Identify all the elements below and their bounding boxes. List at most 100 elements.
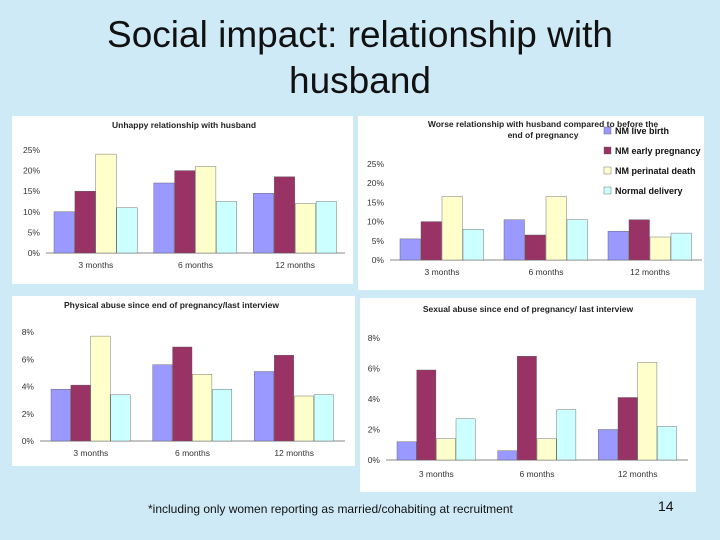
bar-nm-live-birth-3-months	[50, 388, 71, 442]
x-category-label: 6 months	[520, 469, 555, 479]
bar-normal-delivery-6-months	[556, 409, 577, 461]
bar-normal-delivery-12-months	[670, 232, 692, 261]
bar-normal-delivery-3-months	[455, 418, 476, 461]
bar-nm-early-pregnancy-12-months	[274, 176, 295, 254]
y-tick-label: 10%	[23, 207, 40, 217]
bar-nm-live-birth-12-months	[607, 230, 629, 261]
footnote: *including only women reporting as marri…	[148, 502, 513, 516]
bar-nm-perinatal-death-6-months	[192, 373, 213, 442]
bar-nm-live-birth-12-months	[254, 371, 274, 442]
chart-unhappy-relationship: Unhappy relationship with husband 0% 5% 10%…	[23, 120, 345, 270]
x-category-label: 12 months	[630, 267, 670, 277]
chart-sexual-abuse: Sexual abuse since end of pregnancy/ las…	[368, 304, 688, 479]
y-tick-label: 8%	[22, 327, 35, 337]
x-category-label: 3 months	[425, 267, 460, 277]
y-tick-label: 5%	[372, 236, 385, 246]
y-tick-label: 15%	[23, 186, 40, 196]
bar-nm-perinatal-death-12-months	[637, 362, 658, 461]
bar-nm-live-birth-12-months	[253, 193, 274, 254]
slide-title: Social impact: relationship with husband	[0, 12, 720, 104]
legend-swatch-nm-perinatal-death	[603, 166, 612, 175]
y-tick-label: 0%	[372, 255, 385, 265]
bar-nm-perinatal-death-12-months	[649, 236, 671, 261]
x-category-label: 12 months	[275, 260, 315, 270]
bar-nm-perinatal-death-3-months	[90, 335, 111, 442]
legend-label-normal-delivery: Normal delivery	[615, 186, 683, 196]
bar-nm-perinatal-death-3-months	[441, 196, 463, 261]
x-category-label: 3 months	[78, 260, 113, 270]
chart-panel-physical: Physical abuse since end of pregnancy/la…	[12, 296, 355, 466]
slide-title-line1: Social impact: relationship with	[107, 14, 613, 55]
bar-normal-delivery-3-months	[462, 229, 484, 261]
y-tick-label: 15%	[367, 197, 384, 207]
bar-nm-early-pregnancy-3-months	[70, 384, 91, 442]
y-tick-label: 0%	[22, 436, 35, 446]
y-tick-label: 25%	[367, 159, 384, 169]
bar-normal-delivery-12-months	[657, 426, 677, 461]
bar-nm-live-birth-3-months	[53, 211, 75, 254]
y-tick-label: 20%	[23, 166, 40, 176]
bar-nm-early-pregnancy-3-months	[416, 369, 437, 461]
y-tick-label: 25%	[23, 145, 40, 155]
legend-swatch-nm-early-pregnancy	[603, 146, 612, 155]
slide-title-line2: husband	[289, 60, 431, 101]
x-category-label: 6 months	[529, 267, 564, 277]
bar-nm-live-birth-3-months	[396, 441, 417, 461]
bar-nm-early-pregnancy-6-months	[524, 234, 546, 261]
bar-nm-perinatal-death-6-months	[195, 166, 217, 254]
bar-nm-perinatal-death-6-months	[545, 196, 567, 261]
legend-swatch-normal-delivery	[603, 186, 612, 195]
legend-label-nm-live-birth: NM live birth	[615, 126, 669, 136]
page-number: 14	[658, 498, 674, 514]
bar-nm-early-pregnancy-6-months	[174, 170, 196, 254]
bar-normal-delivery-3-months	[116, 207, 138, 254]
y-tick-label: 2%	[22, 409, 35, 419]
chart-worse-relationship: Worse relationship with husband compared…	[367, 119, 702, 277]
chart-title: Physical abuse since end of pregnancy/la…	[64, 300, 279, 310]
bar-normal-delivery-3-months	[110, 394, 131, 442]
bar-nm-live-birth-3-months	[399, 238, 421, 261]
legend-swatch-nm-live-birth	[603, 126, 612, 135]
y-tick-label: 20%	[367, 178, 384, 188]
bar-normal-delivery-6-months	[216, 201, 237, 254]
x-category-label: 6 months	[178, 260, 213, 270]
x-category-label: 12 months	[618, 469, 658, 479]
y-tick-label: 5%	[28, 227, 41, 237]
x-category-label: 3 months	[73, 448, 108, 458]
y-tick-label: 0%	[368, 455, 381, 465]
chart-title-line2: end of pregnancy	[508, 130, 579, 140]
bar-nm-live-birth-12-months	[598, 429, 618, 461]
bar-nm-live-birth-6-months	[153, 182, 175, 254]
chart-title: Worse relationship with husband compared…	[428, 119, 659, 129]
x-category-label: 3 months	[419, 469, 454, 479]
bar-nm-early-pregnancy-12-months	[628, 219, 650, 261]
chart-physical-abuse: Physical abuse since end of pregnancy/la…	[22, 300, 345, 458]
bar-nm-early-pregnancy-6-months	[172, 346, 193, 442]
bar-nm-early-pregnancy-3-months	[74, 190, 96, 254]
chart-title: Unhappy relationship with husband	[112, 120, 256, 130]
bar-nm-live-birth-6-months	[152, 364, 173, 442]
y-tick-label: 10%	[367, 217, 384, 227]
legend-label-nm-perinatal-death: NM perinatal death	[615, 166, 696, 176]
legend-label-nm-early-pregnancy: NM early pregnancy	[615, 146, 701, 156]
y-tick-label: 6%	[368, 364, 381, 374]
bar-nm-live-birth-6-months	[503, 219, 525, 261]
chart-title: Sexual abuse since end of pregnancy/ las…	[423, 304, 634, 314]
bar-nm-live-birth-6-months	[497, 450, 518, 461]
x-category-label: 6 months	[175, 448, 210, 458]
bar-nm-early-pregnancy-3-months	[420, 221, 442, 261]
bar-normal-delivery-12-months	[313, 394, 334, 442]
x-category-label: 12 months	[274, 448, 314, 458]
y-tick-label: 0%	[28, 248, 41, 258]
bar-normal-delivery-12-months	[315, 201, 337, 254]
bar-nm-early-pregnancy-12-months	[274, 355, 294, 442]
chart-panel-sexual: Sexual abuse since end of pregnancy/ las…	[360, 298, 696, 492]
y-tick-label: 6%	[22, 354, 35, 364]
y-tick-label: 2%	[368, 425, 381, 435]
y-tick-label: 4%	[368, 394, 381, 404]
bar-normal-delivery-6-months	[212, 388, 232, 442]
bar-nm-perinatal-death-3-months	[95, 153, 117, 254]
chart-panel-worse: Worse relationship with husband compared…	[358, 116, 704, 290]
y-tick-label: 4%	[22, 382, 35, 392]
y-tick-label: 8%	[368, 333, 381, 343]
